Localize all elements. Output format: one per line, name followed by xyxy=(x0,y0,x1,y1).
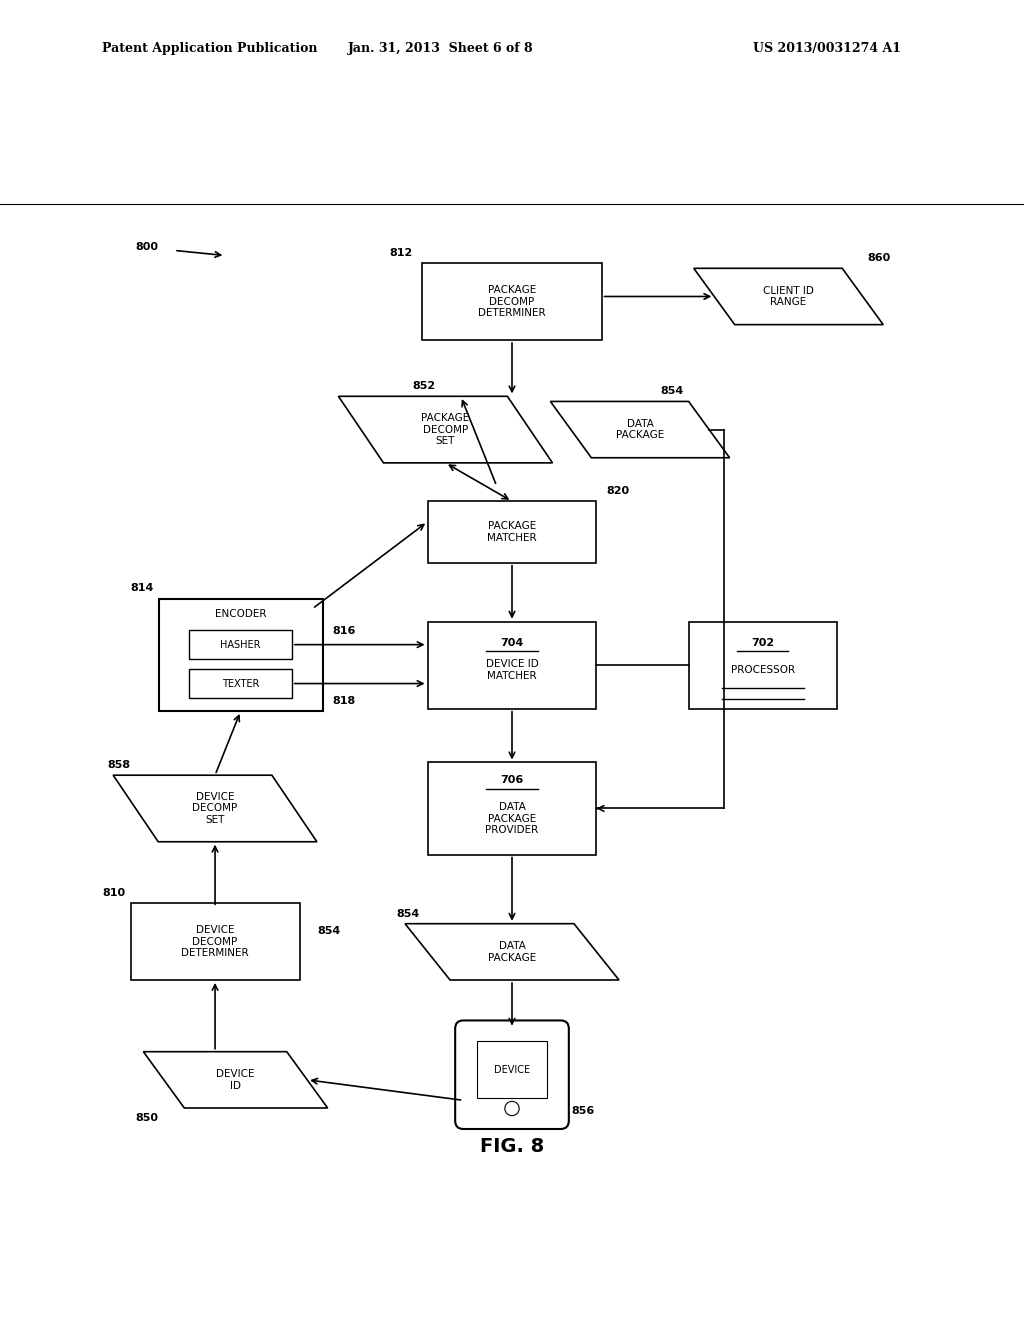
Text: PACKAGE
DECOMP
DETERMINER: PACKAGE DECOMP DETERMINER xyxy=(478,285,546,318)
Text: 810: 810 xyxy=(102,888,125,898)
Text: DATA
PACKAGE: DATA PACKAGE xyxy=(487,941,537,962)
FancyBboxPatch shape xyxy=(131,903,299,979)
Text: 854: 854 xyxy=(317,927,340,936)
Text: 856: 856 xyxy=(571,1106,594,1115)
Text: DEVICE ID
MATCHER: DEVICE ID MATCHER xyxy=(485,660,539,681)
Polygon shape xyxy=(404,924,618,979)
Text: DATA
PACKAGE
PROVIDER: DATA PACKAGE PROVIDER xyxy=(485,803,539,836)
Text: 704: 704 xyxy=(501,638,523,648)
Text: DEVICE
ID: DEVICE ID xyxy=(216,1069,255,1090)
Text: 814: 814 xyxy=(130,583,154,594)
Text: 702: 702 xyxy=(752,638,774,648)
Text: 800: 800 xyxy=(136,243,159,252)
FancyBboxPatch shape xyxy=(477,1041,547,1098)
Text: DEVICE
DECOMP
SET: DEVICE DECOMP SET xyxy=(193,792,238,825)
Text: 706: 706 xyxy=(501,775,523,785)
Text: HASHER: HASHER xyxy=(220,640,261,649)
FancyBboxPatch shape xyxy=(189,631,292,659)
FancyBboxPatch shape xyxy=(455,1020,569,1129)
Text: 816: 816 xyxy=(333,627,356,636)
Text: 818: 818 xyxy=(333,696,356,706)
Text: 812: 812 xyxy=(389,248,412,259)
Polygon shape xyxy=(694,268,883,325)
FancyBboxPatch shape xyxy=(159,598,323,711)
FancyBboxPatch shape xyxy=(428,622,596,709)
FancyBboxPatch shape xyxy=(422,263,601,341)
Circle shape xyxy=(505,1101,519,1115)
Text: 854: 854 xyxy=(660,387,684,396)
Text: 852: 852 xyxy=(412,381,435,391)
Text: 850: 850 xyxy=(136,1113,159,1123)
Text: FIG. 8: FIG. 8 xyxy=(480,1137,544,1156)
Text: DATA
PACKAGE: DATA PACKAGE xyxy=(615,418,665,441)
Polygon shape xyxy=(338,396,553,463)
Text: CLIENT ID
RANGE: CLIENT ID RANGE xyxy=(763,285,814,308)
Text: PROCESSOR: PROCESSOR xyxy=(731,665,795,676)
Text: 820: 820 xyxy=(606,486,630,496)
Text: DEVICE
DECOMP
DETERMINER: DEVICE DECOMP DETERMINER xyxy=(181,925,249,958)
Polygon shape xyxy=(114,775,317,842)
Text: PACKAGE
DECOMP
SET: PACKAGE DECOMP SET xyxy=(421,413,470,446)
FancyBboxPatch shape xyxy=(428,502,596,562)
Text: US 2013/0031274 A1: US 2013/0031274 A1 xyxy=(753,42,901,55)
Text: Jan. 31, 2013  Sheet 6 of 8: Jan. 31, 2013 Sheet 6 of 8 xyxy=(347,42,534,55)
Text: TEXTER: TEXTER xyxy=(222,678,259,689)
Polygon shape xyxy=(143,1052,328,1107)
Text: ENCODER: ENCODER xyxy=(215,609,266,619)
Text: DEVICE: DEVICE xyxy=(494,1065,530,1074)
FancyBboxPatch shape xyxy=(428,763,596,854)
FancyBboxPatch shape xyxy=(688,622,838,709)
FancyBboxPatch shape xyxy=(189,669,292,698)
Text: 854: 854 xyxy=(396,908,420,919)
Polygon shape xyxy=(551,401,729,458)
Text: PACKAGE
MATCHER: PACKAGE MATCHER xyxy=(487,521,537,543)
Text: 858: 858 xyxy=(108,760,131,770)
Text: 860: 860 xyxy=(868,253,891,263)
Text: Patent Application Publication: Patent Application Publication xyxy=(102,42,317,55)
